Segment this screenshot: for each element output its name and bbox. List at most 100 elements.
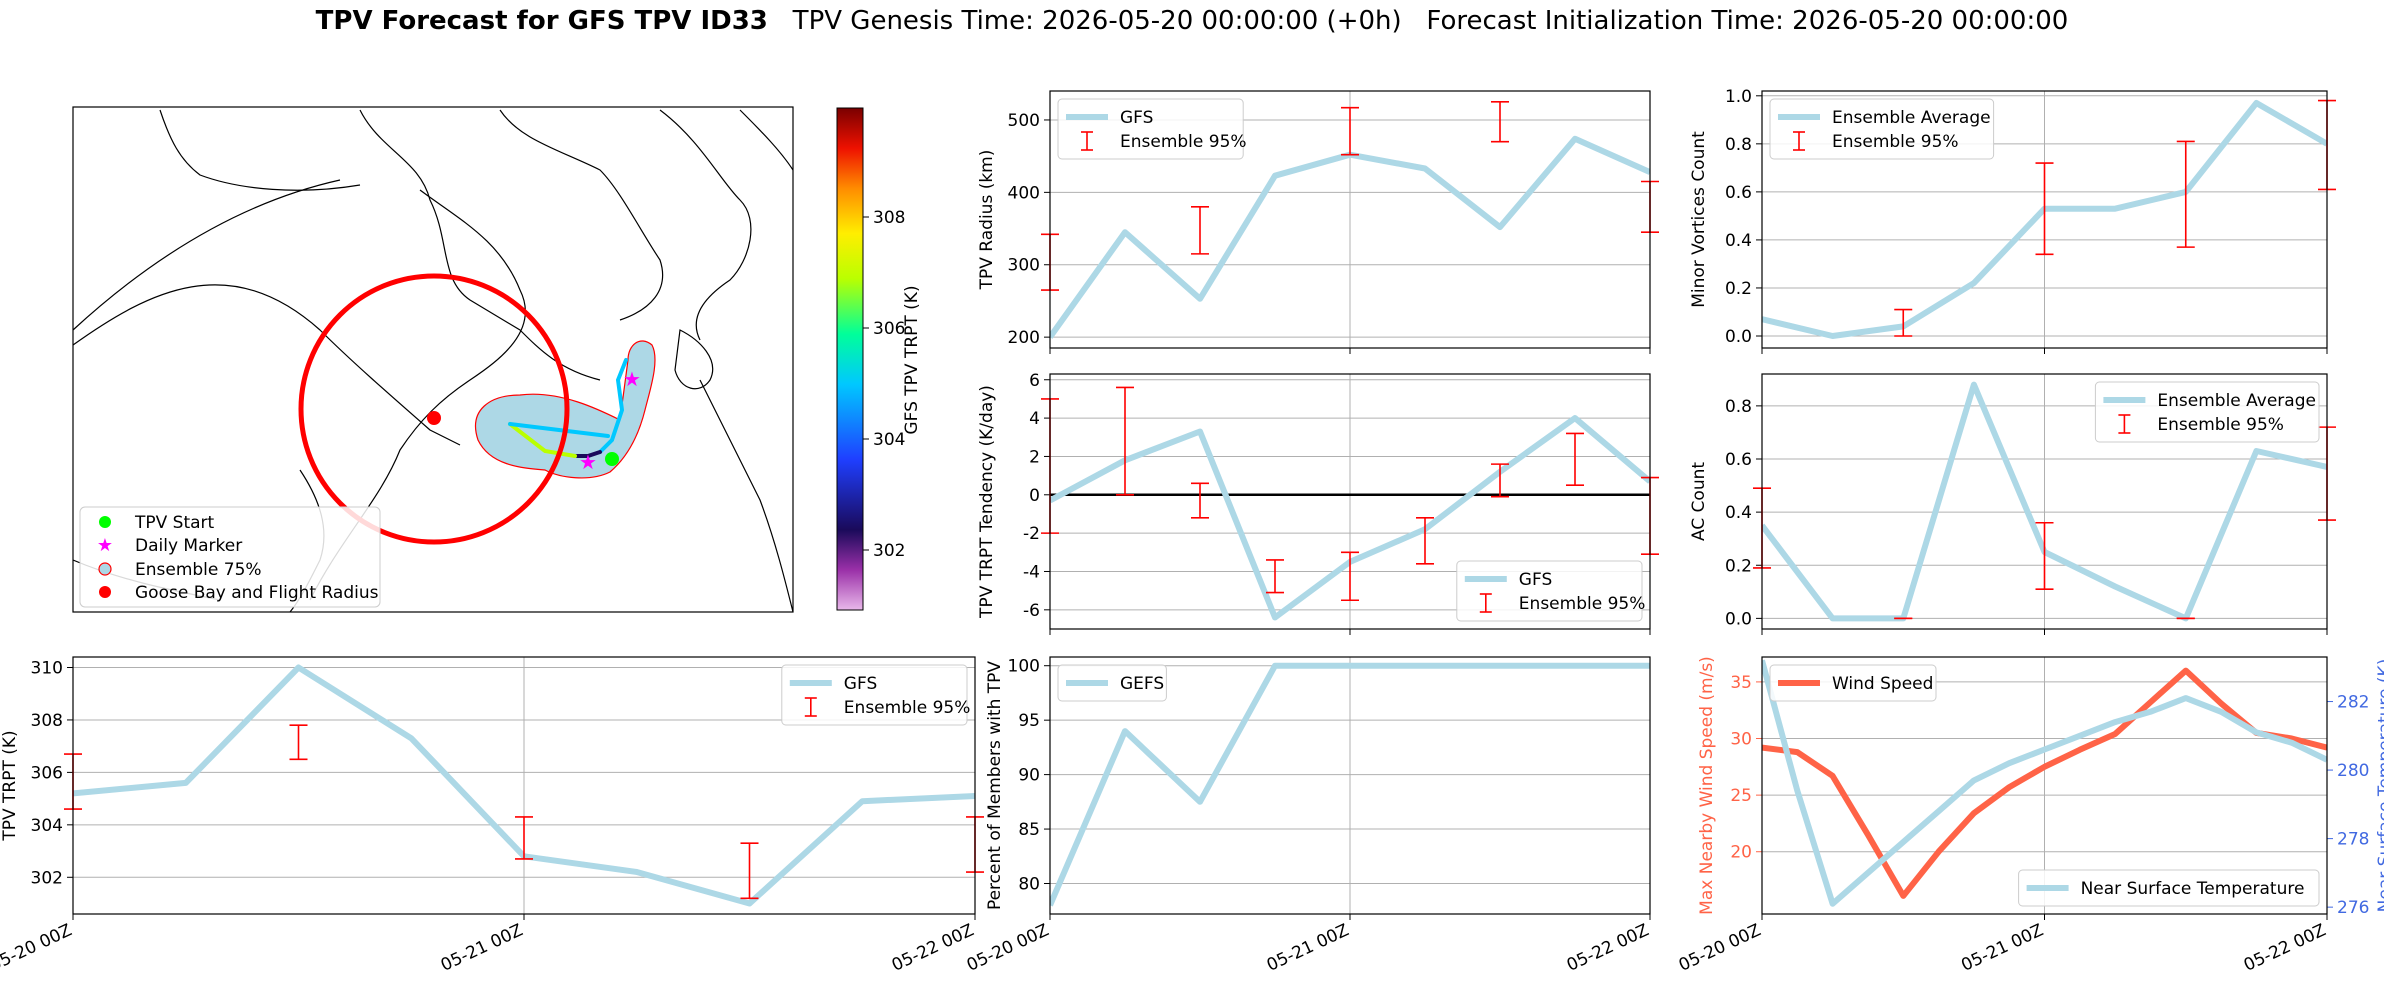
coast-hudson [359,109,601,381]
y-axis-label: Percent of Members with TPV [985,661,1005,910]
y-tick-label: 302 [31,868,63,888]
figure-title-times: TPV Genesis Time: 2026-05-20 00:00:00 (+… [767,6,2069,36]
errorbar [1341,551,1359,602]
daily-marker-1: ★ [623,367,641,391]
legend-box [1057,664,1167,702]
legend-box [2094,381,2320,443]
legend-label: GEFS [1120,674,1164,694]
series-line [1762,659,2327,907]
y2-tick-label: 282 [2337,693,2369,713]
axes-frame [1049,656,1651,915]
series-line [1050,662,1650,907]
errorbar [2176,140,2195,248]
coast-arctic-canada [159,109,361,191]
y-tick-label: 300 [1008,256,1040,276]
colorbar-tick-label: 308 [873,208,905,228]
y-tick-label: 80 [1018,875,1040,895]
legend-label: Ensemble Average [1832,108,1991,128]
legend-start-icon [99,516,111,528]
x-tick-label: 05-21 00Z [1264,920,1352,975]
colorbar-ticks: 302 304 306 308 [863,208,905,561]
legend-label: Ensemble 95% [1832,132,1959,152]
y-tick-label: 310 [31,658,63,678]
y-axis-label: TPV TRPT (K) [0,730,20,841]
colorbar-label: GFS TPV TRPT (K) [902,285,922,434]
y-tick-label: 0.2 [1725,279,1752,299]
coastlines [73,109,793,612]
y-tick-label: -6 [1023,601,1040,621]
y-tick-label: 20 [1730,843,1752,863]
y-tick-label: 0 [1029,486,1040,506]
y-tick-label: 2 [1029,447,1040,467]
errorbar [1341,106,1359,156]
x-tick-label: 05-22 00Z [889,920,977,975]
legend-goosebay-icon [99,586,111,598]
legend-label: Ensemble 95% [844,698,971,718]
errorbar [740,842,759,900]
y-tick-label: 306 [31,763,63,783]
y-tick-label: 95 [1018,711,1040,731]
chart-minor: 0.0 0.2 0.4 0.6 0.8 1.0 Minor Vortices Count En… [1689,87,2336,354]
colorbar [836,107,864,611]
y-axis-label: TPV Radius (km) [977,150,997,291]
coast-greenland-east [659,109,752,341]
legend-errorbar-icon [1793,131,1805,151]
track-seg-4 [508,422,610,438]
errorbar [1491,463,1509,498]
y-axis-label: Minor Vortices Count [1689,131,1709,308]
coast-alaska [73,179,341,331]
figure-title: TPV Forecast for GFS TPV ID33 TPV Genesi… [0,6,2384,36]
flight-radius-circle [298,273,570,545]
map-legend-label: Goose Bay and Flight Radius [135,583,379,603]
y-tick-label: 100 [1008,657,1040,677]
y2-tick-label: 278 [2337,830,2369,850]
errorbar [1266,559,1284,594]
track-seg-1 [598,358,628,454]
coast-europe [699,379,793,612]
y-tick-label: 0.8 [1725,135,1752,155]
y-tick-label: 0.4 [1725,503,1752,523]
legend: GEFS [1057,664,1167,702]
y-tick-label: 0.0 [1725,327,1752,347]
errorbar [1894,308,1913,337]
x-tick-label: 05-20 00Z [1676,920,1764,975]
tpv-track [508,358,628,458]
errorbar [1191,206,1209,255]
errorbar [1491,101,1509,143]
errorbar [1191,482,1209,519]
legend: Ensemble Average Ensemble 95% [2094,381,2320,443]
track-seg-2 [573,450,602,458]
legend-label: Ensemble 95% [2157,415,2284,435]
axes-frame [72,656,976,915]
axes-frame [1049,373,1651,630]
y-tick-label: 304 [31,816,63,836]
axes-frame [1761,90,2328,349]
colorbar-tick-label: 304 [873,430,905,450]
coast-svalbard [739,109,793,171]
y-tick-label: 35 [1730,673,1752,693]
chart-trpt: 302 304 306 308 310 05-20 00Z 05-21 00Z 05-22 0… [0,656,984,976]
errorbar [1416,516,1434,565]
axes-frame [1761,656,2328,915]
x-tick-label: 05-22 00Z [2241,920,2329,975]
chart-radius: 200 300 400 500 TPV Radius (km) GFS Ensemble 9… [977,90,1659,354]
y-tick-label: 0.4 [1725,231,1752,251]
y-tick-label: 85 [1018,820,1040,840]
legend-box [2018,869,2320,907]
errorbar [289,724,308,761]
legend-label: Near Surface Temperature [2081,879,2305,899]
political-border [73,284,461,446]
y-tick-label: 1.0 [1725,87,1752,107]
legend-label: Ensemble 95% [1519,594,1646,614]
coast-iceland [674,329,714,390]
x-tick-label: 05-21 00Z [438,920,526,975]
y-tick-label: 0.6 [1725,183,1752,203]
legend-ensemble-icon [98,562,112,576]
axes-frame [1049,90,1651,349]
map-legend-box [79,506,381,608]
legend-label: GFS [1519,570,1552,590]
legend-label: GFS [1120,108,1153,128]
colorbar-tick-label: 302 [873,541,905,561]
